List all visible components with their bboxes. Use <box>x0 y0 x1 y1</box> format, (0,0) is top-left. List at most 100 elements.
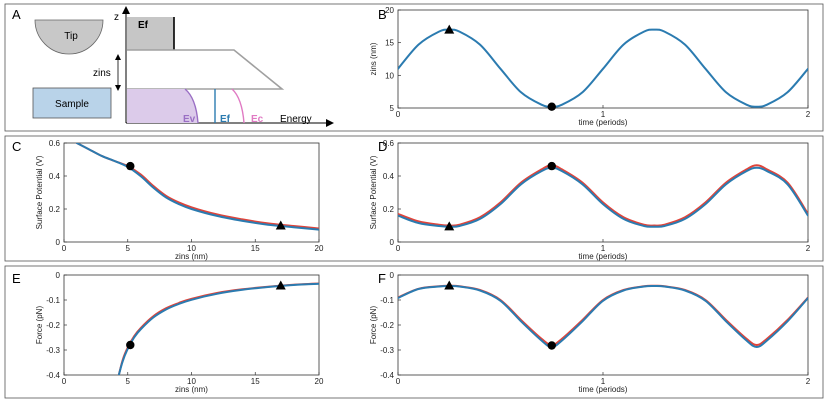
triangle-marker-f <box>444 280 455 290</box>
y-tick-label-b: 10 <box>385 71 394 80</box>
plot-area-b <box>397 9 809 109</box>
y-axis-label-d: Surface Potential (V) <box>369 155 378 229</box>
y-tick-label-c: 0.4 <box>49 172 61 181</box>
x-tick-label-c: 10 <box>187 244 196 253</box>
y-tick-label-b: 15 <box>385 39 394 48</box>
x-tick-label-c: 20 <box>315 244 324 253</box>
row-frame-bottom <box>4 265 824 399</box>
panel-label-d: D <box>378 139 387 154</box>
ef-box-label: Ef <box>138 20 149 31</box>
sample-box <box>32 87 112 119</box>
series-line-c-blue <box>75 143 319 231</box>
circle-marker-b <box>547 102 556 111</box>
panel-b-chart: B 0 1 2 5 10 15 20 time (periods) zins (nm) <box>369 6 811 127</box>
z-axis-arrow-icon <box>122 6 130 14</box>
y-tick-label-b: 20 <box>385 6 394 15</box>
x-tick-label-b: 0 <box>396 110 401 119</box>
y-tick-label-d: 0.2 <box>383 205 395 214</box>
y-tick-label-d: 0.6 <box>383 139 395 148</box>
y-tick-label-e: -0.2 <box>46 321 60 330</box>
triangle-marker-d <box>444 221 455 231</box>
circle-marker-e <box>126 340 135 350</box>
vacuum-barrier <box>127 49 285 90</box>
panel-label-c: C <box>12 139 21 154</box>
circle-marker-f <box>547 341 556 350</box>
x-tick-label-d: 2 <box>806 244 811 253</box>
zins-arrow-up-head <box>115 54 121 60</box>
panel-a-diagram: A Tip Sample zins z Energy Ef Ev Ef <box>12 6 334 127</box>
x-axis-label-d: time (periods) <box>579 252 628 261</box>
ev-curve <box>184 88 199 124</box>
x-tick-label-d: 1 <box>601 244 606 253</box>
series-group-b <box>398 28 808 108</box>
panel-label-f: F <box>378 271 386 286</box>
y-axis-label-e: Force (pN) <box>35 306 44 345</box>
x-tick-label-f: 2 <box>806 377 811 386</box>
x-tick-label-e: 10 <box>187 377 196 386</box>
x-axis-label-f: time (periods) <box>579 385 628 394</box>
panel-label-a: A <box>12 7 21 22</box>
panel-label-b: B <box>378 7 387 22</box>
panel-label-e: E <box>12 271 21 286</box>
series-line-e-red <box>117 282 319 375</box>
x-tick-label-e: 5 <box>126 377 131 386</box>
x-tick-label-f: 0 <box>396 377 401 386</box>
tip-label: Tip <box>64 31 78 42</box>
triangle-marker-b <box>444 24 455 34</box>
x-tick-label-e: 0 <box>62 377 67 386</box>
series-group-f <box>398 284 808 348</box>
valence-band-fill <box>127 89 198 123</box>
series-line-c-red <box>75 143 319 230</box>
row-frame-top <box>4 3 824 132</box>
series-line-f-blue <box>398 284 808 348</box>
y-tick-label-f: -0.2 <box>380 321 394 330</box>
x-tick-label-d: 0 <box>396 244 401 253</box>
y-tick-label-e: -0.1 <box>46 296 60 305</box>
y-axis-label-b: zins (nm) <box>369 42 378 75</box>
panel-e-chart: E 0 5 10 15 20 -0.4 -0.3 -0.2 -0.1 0 zins (nm) Force… <box>12 271 324 394</box>
x-tick-label-e: 15 <box>251 377 260 386</box>
y-tick-label-d: 0 <box>390 238 395 247</box>
circle-marker-d <box>547 161 556 171</box>
x-tick-label-e: 20 <box>315 377 324 386</box>
ec-curve <box>231 88 245 124</box>
energy-axis-label: Energy <box>280 114 312 125</box>
ec-label: Ec <box>251 114 264 125</box>
y-tick-label-e: -0.3 <box>46 346 60 355</box>
y-tick-label-c: 0.6 <box>49 139 61 148</box>
series-line-d-red <box>398 164 808 227</box>
x-axis-label-b: time (periods) <box>579 118 628 127</box>
series-line-e-blue <box>117 282 319 375</box>
series-group-c <box>75 143 319 231</box>
x-axis-label-c: zins (nm) <box>175 252 208 261</box>
tip-shape <box>34 19 104 55</box>
y-tick-label-c: 0 <box>56 238 61 247</box>
y-tick-label-d: 0.4 <box>383 172 395 181</box>
ev-label: Ev <box>183 114 196 125</box>
x-tick-label-c: 5 <box>126 244 131 253</box>
x-axis-label-e: zins (nm) <box>175 385 208 394</box>
triangle-marker-c <box>275 220 286 230</box>
y-tick-label-f: -0.1 <box>380 296 394 305</box>
y-tick-label-c: 0.2 <box>49 205 61 214</box>
row-frame-middle <box>4 135 824 262</box>
y-tick-label-e: 0 <box>56 271 61 280</box>
series-group-e <box>117 282 319 375</box>
y-tick-label-e: -0.4 <box>46 371 60 380</box>
z-axis-label: z <box>114 12 119 23</box>
y-tick-label-f: 0 <box>390 271 395 280</box>
zins-arrow-down-head <box>115 85 121 91</box>
y-tick-label-f: -0.3 <box>380 346 394 355</box>
panel-d-chart: D 0 1 2 0 0.2 0.4 0.6 time (periods) Surface Pote… <box>369 139 811 261</box>
x-tick-label-b: 1 <box>601 110 606 119</box>
triangle-marker-e <box>275 280 286 290</box>
y-tick-label-b: 5 <box>390 104 395 113</box>
series-line-d-blue <box>398 166 808 228</box>
series-line-f-red <box>398 284 808 346</box>
ef-label: Ef <box>220 114 231 125</box>
y-axis-label-c: Surface Potential (V) <box>35 155 44 229</box>
plot-area-d <box>397 142 809 243</box>
x-tick-label-b: 2 <box>806 110 811 119</box>
